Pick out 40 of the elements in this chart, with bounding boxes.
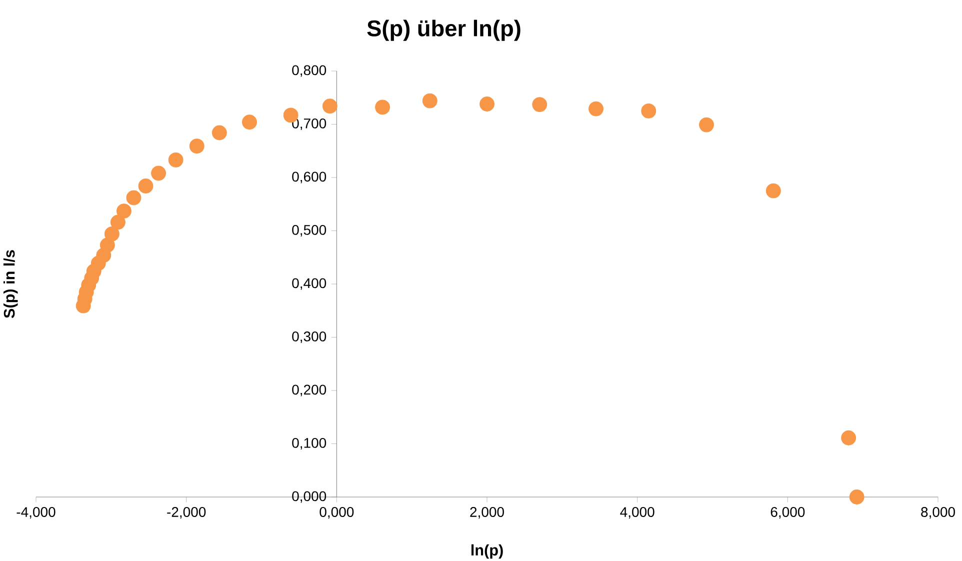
point (849, 490, 864, 504)
point (110, 214, 126, 230)
chart-title: S(p) über ln(p) (367, 20, 520, 41)
point (104, 226, 120, 242)
x-tick-label: 0,000 (320, 507, 354, 519)
y-tick-label: 0,000 (292, 491, 326, 503)
x-tick-label: 8,000 (921, 507, 955, 519)
y-tick-label: 0,300 (292, 331, 326, 344)
x-tick-label: -2,000 (167, 507, 206, 519)
point (126, 190, 142, 206)
y-tick-label: 0,400 (292, 278, 326, 290)
x-tick-label: 2,000 (470, 507, 504, 519)
point (422, 93, 438, 108)
point (699, 117, 714, 132)
point (480, 96, 494, 112)
x-tick-label: 4,000 (620, 507, 654, 519)
point (588, 101, 604, 116)
y-tick-label: 0,100 (292, 438, 326, 450)
y-tick-label: 0,500 (292, 224, 326, 237)
y-axis-title: S(p) in l/s (3, 250, 18, 318)
point (212, 125, 227, 140)
point (100, 238, 115, 253)
y-tick-label: 0,200 (292, 384, 326, 396)
point (151, 166, 166, 181)
y-tick-label: 0,600 (292, 172, 326, 184)
x-axis-title: ln(p) (471, 544, 503, 559)
point (532, 97, 548, 112)
point (116, 204, 132, 219)
point (242, 114, 257, 130)
point (641, 103, 656, 118)
point (841, 430, 856, 446)
point (189, 138, 204, 154)
y-tick-label: 0,800 (292, 65, 326, 77)
point (168, 152, 184, 168)
point (138, 178, 154, 194)
point (322, 98, 338, 114)
x-tick-label: 6,000 (770, 507, 805, 519)
point (766, 183, 781, 198)
x-tick-label: -4,000 (16, 507, 56, 519)
point (375, 100, 390, 115)
